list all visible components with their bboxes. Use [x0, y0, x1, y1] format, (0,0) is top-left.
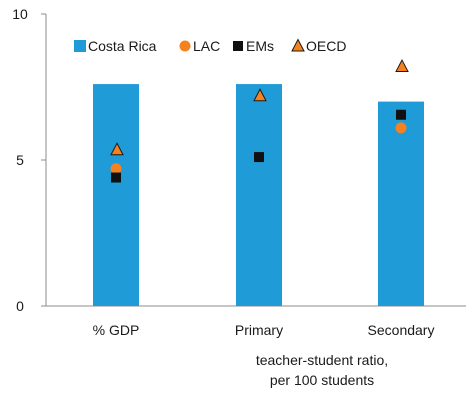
y-ticks: 0 5 10: [12, 6, 46, 314]
y-tick-label: 5: [16, 152, 24, 168]
oecd-point: [110, 142, 124, 156]
x-tick-labels: % GDP Primary Secondary: [93, 322, 435, 338]
x-tick-label: % GDP: [93, 322, 140, 338]
x-axis-label-line-1: teacher-student ratio,: [256, 352, 388, 368]
legend-swatch: [74, 40, 86, 52]
legend-label: EMs: [246, 38, 274, 54]
x-tick-label: Secondary: [368, 322, 435, 338]
lac-point: [395, 122, 407, 134]
legend-swatch: [233, 41, 243, 51]
y-tick-label: 0: [16, 298, 24, 314]
legend-label: LAC: [193, 38, 220, 54]
legend-item: LAC: [179, 38, 220, 54]
bars: [93, 84, 424, 306]
x-axis-label-line-2: per 100 students: [270, 372, 374, 388]
legend-item: Costa Rica: [74, 38, 157, 54]
legend: Costa Rica LAC EMs OECD: [74, 38, 346, 54]
oecd-point: [253, 88, 267, 102]
legend-swatch: [291, 38, 305, 52]
legend-label: OECD: [306, 38, 346, 54]
legend-swatch: [179, 40, 191, 52]
bar: [236, 84, 282, 306]
bar: [93, 84, 139, 306]
legend-item: EMs: [233, 38, 274, 54]
legend-label: Costa Rica: [88, 38, 157, 54]
x-tick-label: Primary: [235, 322, 283, 338]
ems-point: [396, 109, 406, 120]
lac-point: [110, 163, 122, 175]
y-tick-label: 10: [12, 6, 28, 22]
bar: [378, 101, 424, 306]
ems-point: [111, 172, 121, 183]
markers: [110, 58, 409, 183]
ems-point: [254, 152, 264, 163]
legend-item: OECD: [291, 38, 346, 54]
oecd-point: [395, 58, 409, 73]
